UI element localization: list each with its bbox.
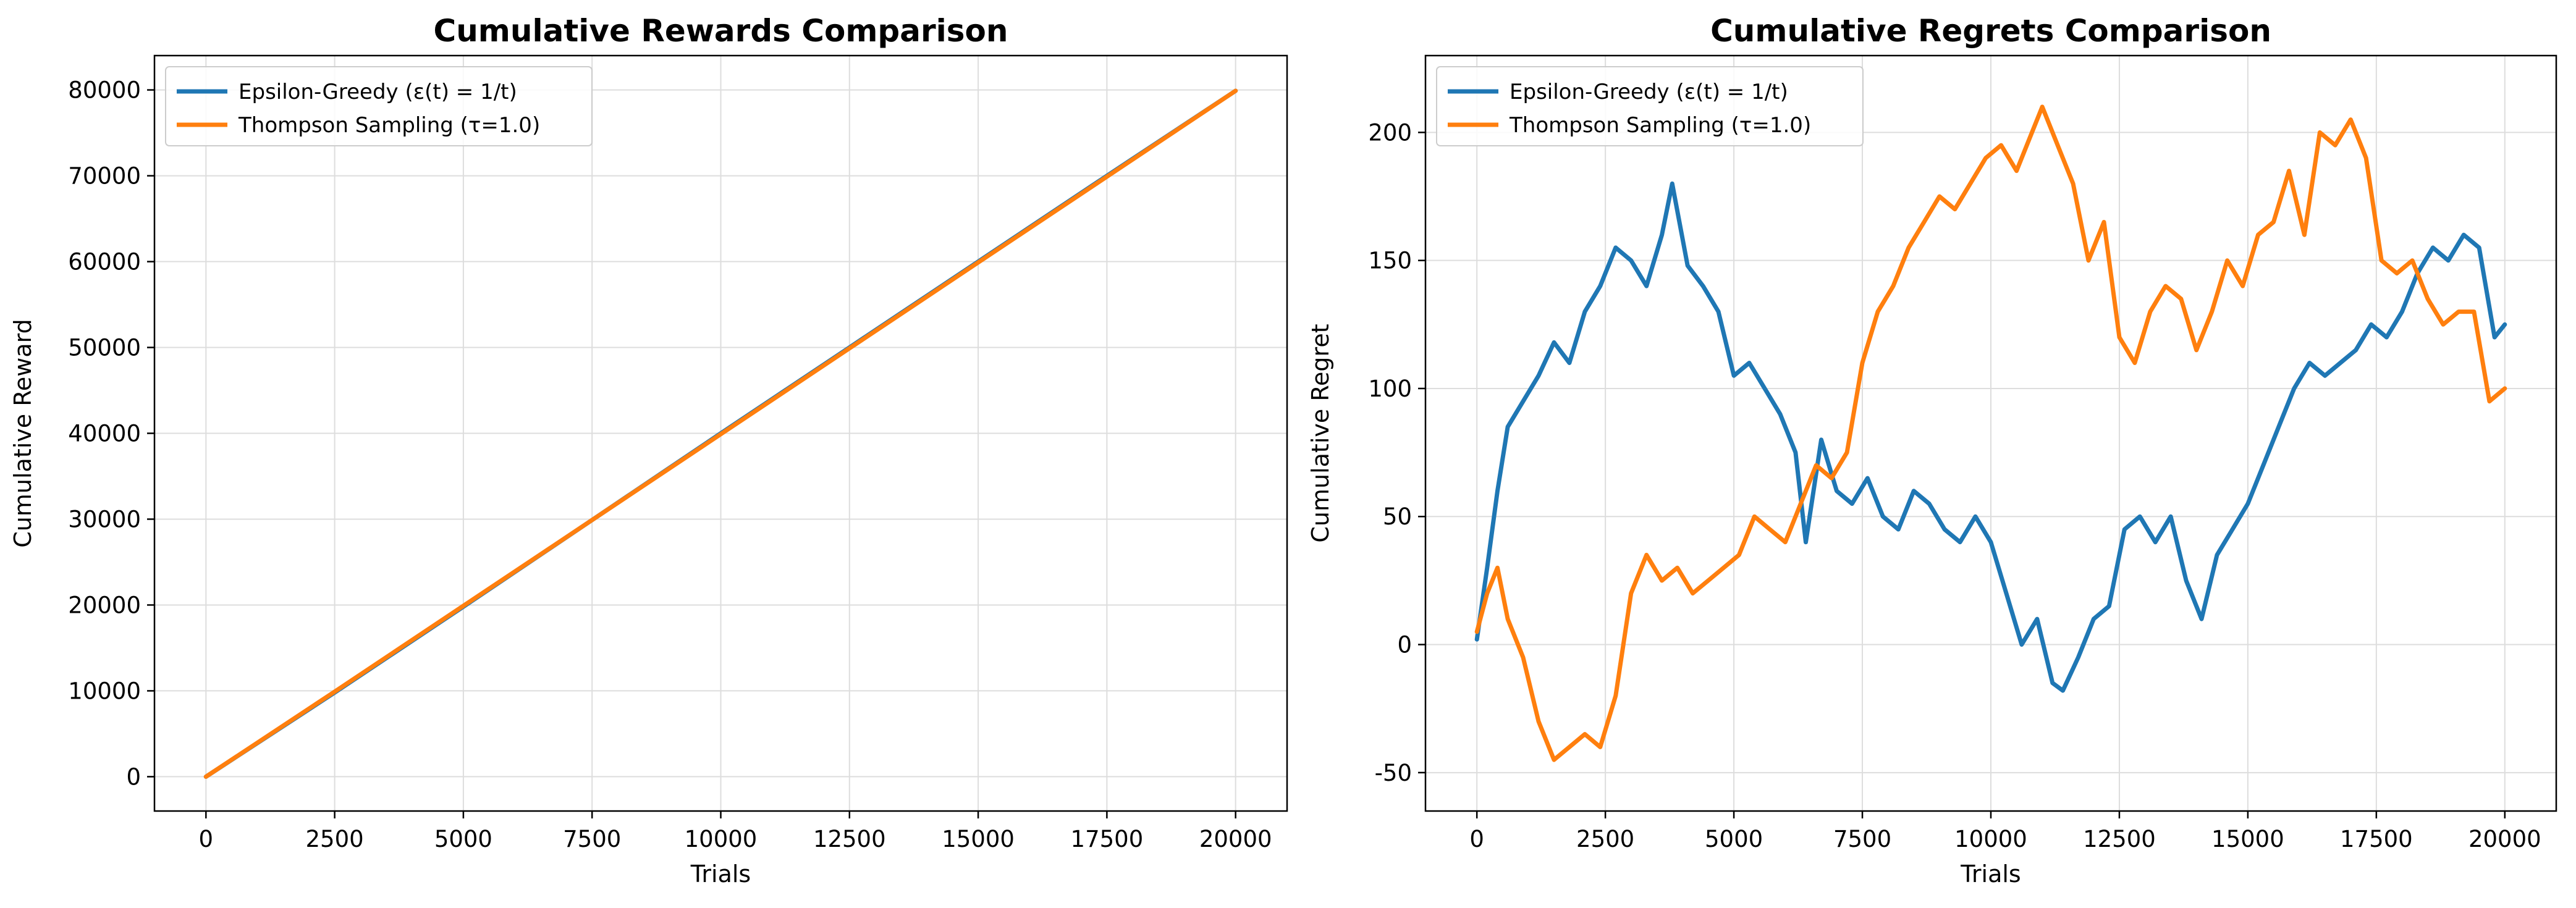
rewards-x-axis-label: Trials — [690, 860, 751, 888]
regrets-x-tick-label: 12500 — [2083, 826, 2156, 852]
regrets-x-tick-label: 7500 — [1833, 826, 1891, 852]
regrets-x-tick-label: 5000 — [1705, 826, 1763, 852]
regrets-y-tick-label: 50 — [1383, 503, 1412, 530]
rewards-x-tick-label: 17500 — [1071, 826, 1144, 852]
regrets-series-epsilon-greedy — [1474, 181, 2507, 693]
rewards-series-thompson-sampling — [203, 88, 1238, 779]
rewards-y-tick-label: 30000 — [68, 506, 141, 532]
rewards-chart-title: Cumulative Rewards Comparison — [434, 13, 1008, 49]
regrets-y-tick-label: 100 — [1368, 376, 1412, 402]
rewards-chart: 0 2500 5000 7500 10000 12500 15000 17500 20000 0 1… — [9, 13, 1288, 888]
regrets-x-tick-label: 10000 — [1954, 826, 2027, 852]
regrets-legend-entry-epsilon-greedy: Epsilon-Greedy (ε(t) = 1/t) — [1510, 80, 1788, 104]
regrets-legend: Epsilon-Greedy (ε(t) = 1/t) Thompson Sam… — [1436, 66, 1864, 146]
regrets-legend-entry-thompson-sampling: Thompson Sampling (τ=1.0) — [1509, 113, 1811, 138]
regrets-x-tick-label: 0 — [1469, 826, 1484, 852]
rewards-x-tick-label: 12500 — [813, 826, 886, 852]
rewards-x-tick-label: 0 — [199, 826, 214, 852]
rewards-x-tick-label: 15000 — [942, 826, 1015, 852]
regrets-x-tick-label: 15000 — [2211, 826, 2284, 852]
rewards-x-tick-label: 5000 — [434, 826, 492, 852]
rewards-y-tick-label: 70000 — [68, 163, 141, 190]
rewards-legend-entry-thompson-sampling: Thompson Sampling (τ=1.0) — [238, 113, 540, 138]
rewards-y-tick-label: 0 — [126, 763, 141, 790]
regrets-x-tick-label: 17500 — [2340, 826, 2413, 852]
rewards-y-tick-label: 80000 — [68, 77, 141, 104]
rewards-y-tick-label: 10000 — [68, 678, 141, 704]
rewards-y-tick-label: 20000 — [68, 592, 141, 618]
rewards-y-tick-label: 40000 — [68, 421, 141, 447]
rewards-legend: Epsilon-Greedy (ε(t) = 1/t) Thompson Sam… — [165, 66, 593, 146]
regrets-series-thompson-sampling — [1474, 104, 2507, 762]
regrets-y-tick-label: 0 — [1397, 632, 1412, 658]
rewards-legend-entry-epsilon-greedy: Epsilon-Greedy (ε(t) = 1/t) — [239, 80, 517, 104]
rewards-y-tick-label: 50000 — [68, 335, 141, 361]
rewards-x-tick-label: 20000 — [1199, 826, 1272, 852]
rewards-x-tick-label: 10000 — [685, 826, 758, 852]
regrets-y-tick-label: 200 — [1368, 119, 1412, 146]
rewards-x-tick-label: 7500 — [563, 826, 621, 852]
regrets-y-axis-label: Cumulative Regret — [1307, 324, 1334, 542]
regrets-x-axis-label: Trials — [1960, 860, 2021, 888]
regrets-y-tick-label: -50 — [1375, 760, 1412, 786]
rewards-y-axis-label: Cumulative Reward — [9, 319, 36, 547]
regrets-x-tick-label: 20000 — [2468, 826, 2541, 852]
regrets-x-tick-label: 2500 — [1576, 826, 1634, 852]
regrets-chart: 0 2500 5000 7500 10000 12500 15000 17500 20000 -5… — [1307, 13, 2557, 888]
rewards-y-tick-label: 60000 — [68, 249, 141, 275]
regrets-chart-title: Cumulative Regrets Comparison — [1710, 13, 2271, 49]
rewards-x-tick-label: 2500 — [306, 826, 364, 852]
regrets-y-tick-label: 150 — [1368, 248, 1412, 274]
